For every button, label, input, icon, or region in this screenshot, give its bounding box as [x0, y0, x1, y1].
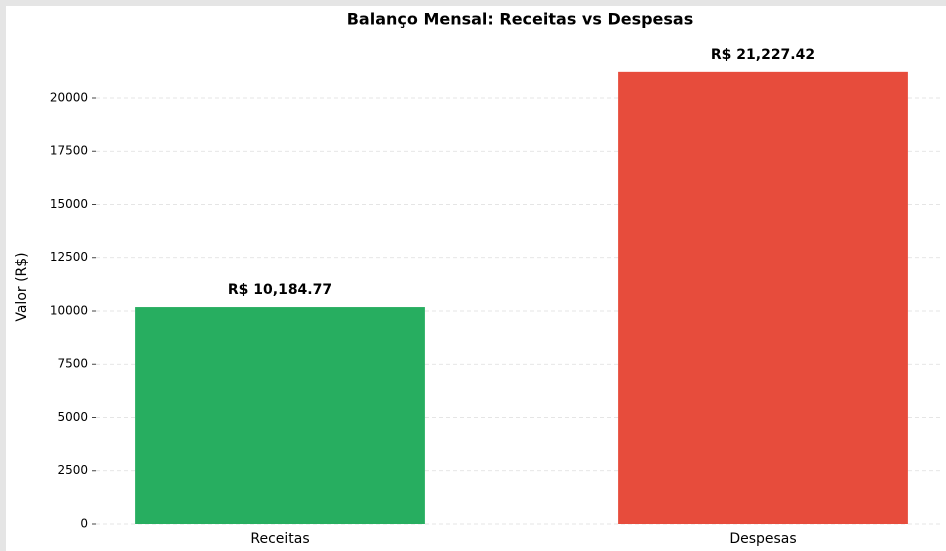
y-tick-label: 17500	[50, 144, 88, 158]
y-axis-label: Valor (R$)	[14, 252, 30, 321]
x-tick-label: Receitas	[250, 531, 309, 547]
y-tick-label: 5000	[57, 410, 88, 424]
y-tick-label: 7500	[57, 357, 88, 371]
x-tick-label: Despesas	[729, 531, 796, 547]
chart-title: Balanço Mensal: Receitas vs Despesas	[347, 10, 694, 29]
y-tick-label: 10000	[50, 303, 88, 317]
value-label: R$ 21,227.42	[711, 47, 815, 63]
y-tick-label: 15000	[50, 197, 88, 211]
bar	[135, 307, 425, 524]
bar	[618, 71, 908, 524]
value-label: R$ 10,184.77	[228, 282, 332, 298]
y-tick-label: 12500	[50, 250, 88, 264]
y-tick-label: 0	[80, 517, 88, 531]
y-tick-label: 20000	[50, 90, 88, 104]
y-tick-label: 2500	[57, 463, 88, 477]
